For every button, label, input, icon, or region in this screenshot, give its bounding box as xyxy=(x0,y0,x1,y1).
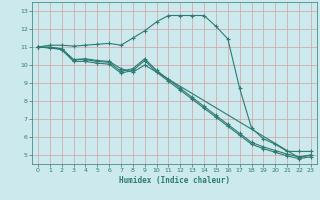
X-axis label: Humidex (Indice chaleur): Humidex (Indice chaleur) xyxy=(119,176,230,185)
